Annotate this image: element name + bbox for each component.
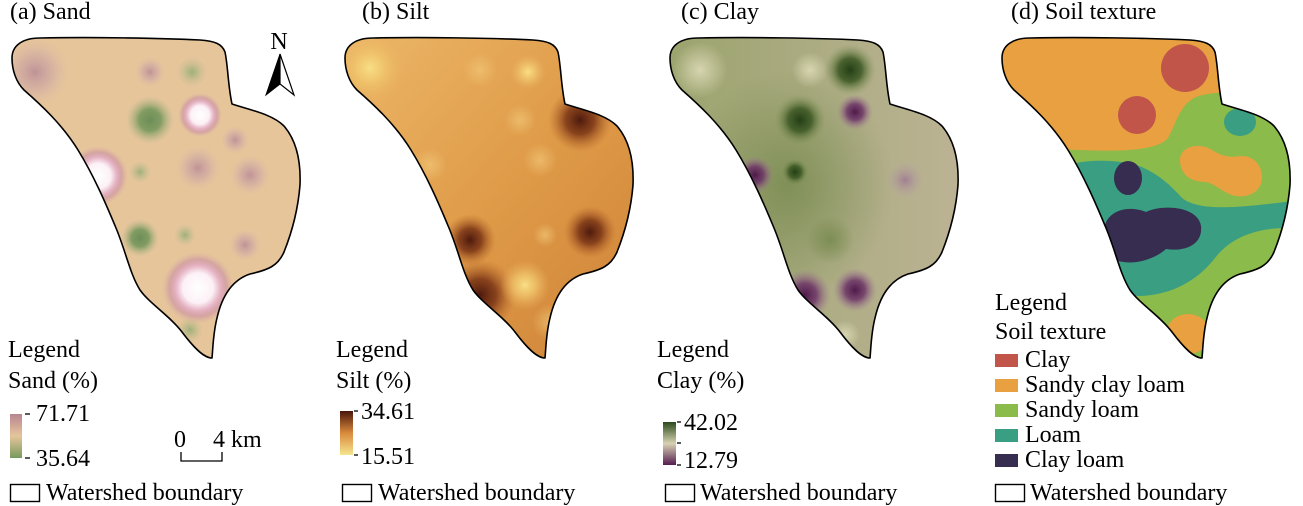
sand-hotspot [229,229,261,261]
silt-legend-variable: Silt (%) [336,368,411,394]
clay-loam-region [1114,161,1142,195]
silt-lowspot [504,104,536,136]
clay-loam-region [1104,207,1202,263]
silt-boundary-label: Watershed boundary [378,480,575,506]
clay-boundary-label: Watershed boundary [700,480,897,506]
texture-boundary-label: Watershed boundary [1030,480,1227,506]
panel-title-sand: (a) Sand [10,0,91,25]
scale-bar-start: 0 [174,427,186,453]
clay-legend-min: 12.79 [684,448,738,474]
clay-highspot [806,216,854,264]
silt-lowspot [510,54,546,90]
clay-region [1118,96,1156,134]
clay-legend-max: 42.02 [684,410,738,436]
sandy-clay-loam-region [1180,145,1262,197]
scale-bar-end: 4 km [213,427,262,453]
silt-color-ramp [340,411,353,455]
north-arrow-right-half [279,53,296,97]
clay-highspot [774,94,826,146]
sand-coldspot [129,161,151,183]
silt-legend-max: 34.61 [361,399,415,425]
sand-legend-title: Legend [8,337,80,363]
sand-hotspot [176,146,220,190]
silt-lowspot [463,53,497,87]
north-label: N [270,29,287,55]
legend-label-clay: Clay [1025,347,1070,373]
watershed-boundary-swatch [994,483,1026,503]
loam-region [1224,108,1256,136]
clay-highspot [824,44,876,96]
legend-swatch-loam [995,429,1018,442]
legend-swatch-sandy-clay-loam [995,379,1018,392]
texture-legend-variable: Soil texture [995,319,1106,345]
clay-legend-variable: Clay (%) [657,368,744,394]
silt-lowspot [500,260,550,310]
sand-coldspot [174,224,196,246]
watershed-boundary-swatch [9,483,41,503]
silt-legend-title: Legend [336,337,408,363]
sand-legend-min: 35.64 [36,446,90,472]
sand-hotspot [221,126,249,154]
legend-label-clay-loam: Clay loam [1025,447,1125,473]
panel-title-silt: (b) Silt [362,0,430,25]
sand-hotspot [230,155,270,195]
watershed-boundary-swatch [664,483,696,503]
sand-boundary-label: Watershed boundary [46,480,243,506]
scale-bar: 0 4 km [174,427,262,462]
silt-highspot [564,206,616,258]
scale-bar-line [180,452,223,462]
clay-lowspot [837,94,873,130]
legend-label-sandy-clay-loam: Sandy clay loam [1025,372,1185,398]
legend-swatch-sandy-loam [995,404,1018,417]
sand-coldspot [177,57,207,87]
clay-legend-title: Legend [657,337,729,363]
sand-legend-variable: Sand (%) [8,368,98,394]
silt-legend-min: 15.51 [361,444,415,470]
watershed-boundary-swatch [341,483,373,503]
legend-swatch-clay [995,354,1018,367]
panel-title-clay: (c) Clay [681,0,759,25]
sand-hotspot [135,57,165,87]
texture-legend-title: Legend [995,290,1067,316]
legend-swatch-clay-loam [995,454,1018,467]
sand-hotspot [178,93,222,137]
clay-lowspot [672,42,728,98]
silt-lowspot [523,143,557,177]
panel-title-texture: (d) Soil texture [1011,0,1156,25]
clay-region [1161,44,1209,92]
silt-lowspot [533,223,557,247]
sand-hotspot [162,252,234,324]
clay-color-ramp [663,422,676,465]
sand-coldspot [126,96,174,144]
sand-color-ramp [10,414,22,458]
clay-lowspot [792,52,828,88]
legend-label-loam: Loam [1025,422,1081,448]
legend-label-sandy-loam: Sandy loam [1025,397,1139,423]
sand-coldspot [121,219,159,257]
clay-highspot [781,158,809,186]
clay-lowspot [833,268,877,312]
sand-legend-max: 71.71 [36,401,90,427]
north-arrow-icon: N [264,29,296,97]
clay-lowspot [886,161,924,199]
